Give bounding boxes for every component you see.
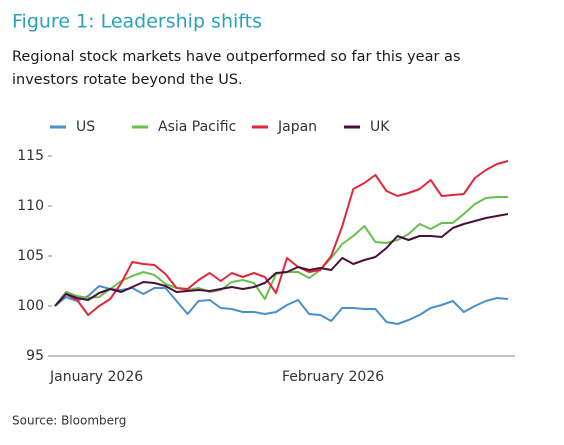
y-tick-label: 115 (17, 148, 44, 164)
source: Source: Bloomberg (12, 414, 126, 428)
y-tick-label: 110 (17, 198, 44, 214)
legend-label: UK (370, 119, 390, 135)
x-tick-label: January 2026 (49, 369, 143, 385)
y-tick-label: 100 (17, 298, 44, 314)
chart-title: Figure 1: Leadership shifts (12, 11, 262, 33)
y-tick-label: 95 (26, 348, 44, 364)
legend-label: US (76, 119, 95, 135)
subtitle: Regional stock markets have outperformed… (12, 49, 461, 65)
subtitle: investors rotate beyond the US. (12, 72, 243, 88)
line-series (54, 160, 509, 316)
line-series (54, 213, 509, 307)
y-tick-label: 105 (17, 248, 44, 264)
legend-label: Japan (277, 119, 317, 135)
legend-label: Asia Pacific (158, 119, 236, 135)
x-tick-label: February 2026 (282, 369, 384, 385)
